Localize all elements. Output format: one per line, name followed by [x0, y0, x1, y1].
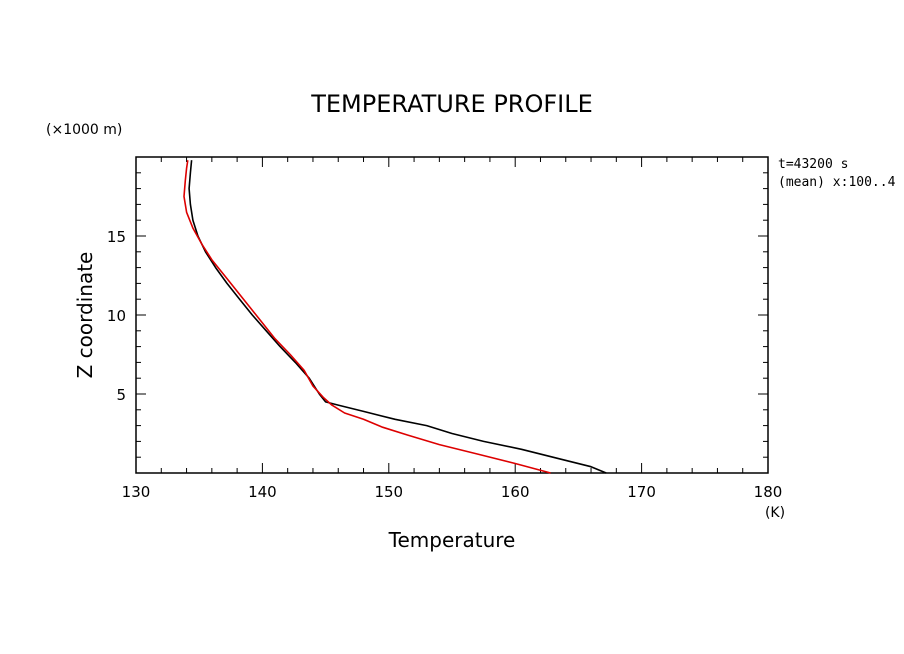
x-tick-label: 150 [374, 483, 403, 501]
y-axis-unit: (×1000 m) [46, 122, 122, 138]
x-tick-label: 180 [754, 483, 783, 501]
y-axis-label: Z coordinate [73, 252, 97, 379]
x-tick-label: 140 [248, 483, 277, 501]
series-line-black [188, 160, 607, 474]
y-tick-label: 10 [107, 307, 126, 325]
x-axis-label: Temperature [388, 528, 516, 552]
info-mean-range: (mean) x:100..4 [778, 175, 896, 190]
y-tick-label: 15 [107, 228, 126, 246]
info-time: t=43200 s [778, 157, 848, 172]
x-tick-label: 160 [501, 483, 530, 501]
series-line-red [183, 160, 551, 474]
x-axis-unit: (K) [765, 505, 785, 521]
y-tick-label: 5 [116, 386, 126, 404]
plot-frame [135, 156, 769, 474]
x-tick-label: 130 [122, 483, 151, 501]
x-tick-label: 170 [627, 483, 656, 501]
chart-title: TEMPERATURE PROFILE [310, 90, 593, 118]
